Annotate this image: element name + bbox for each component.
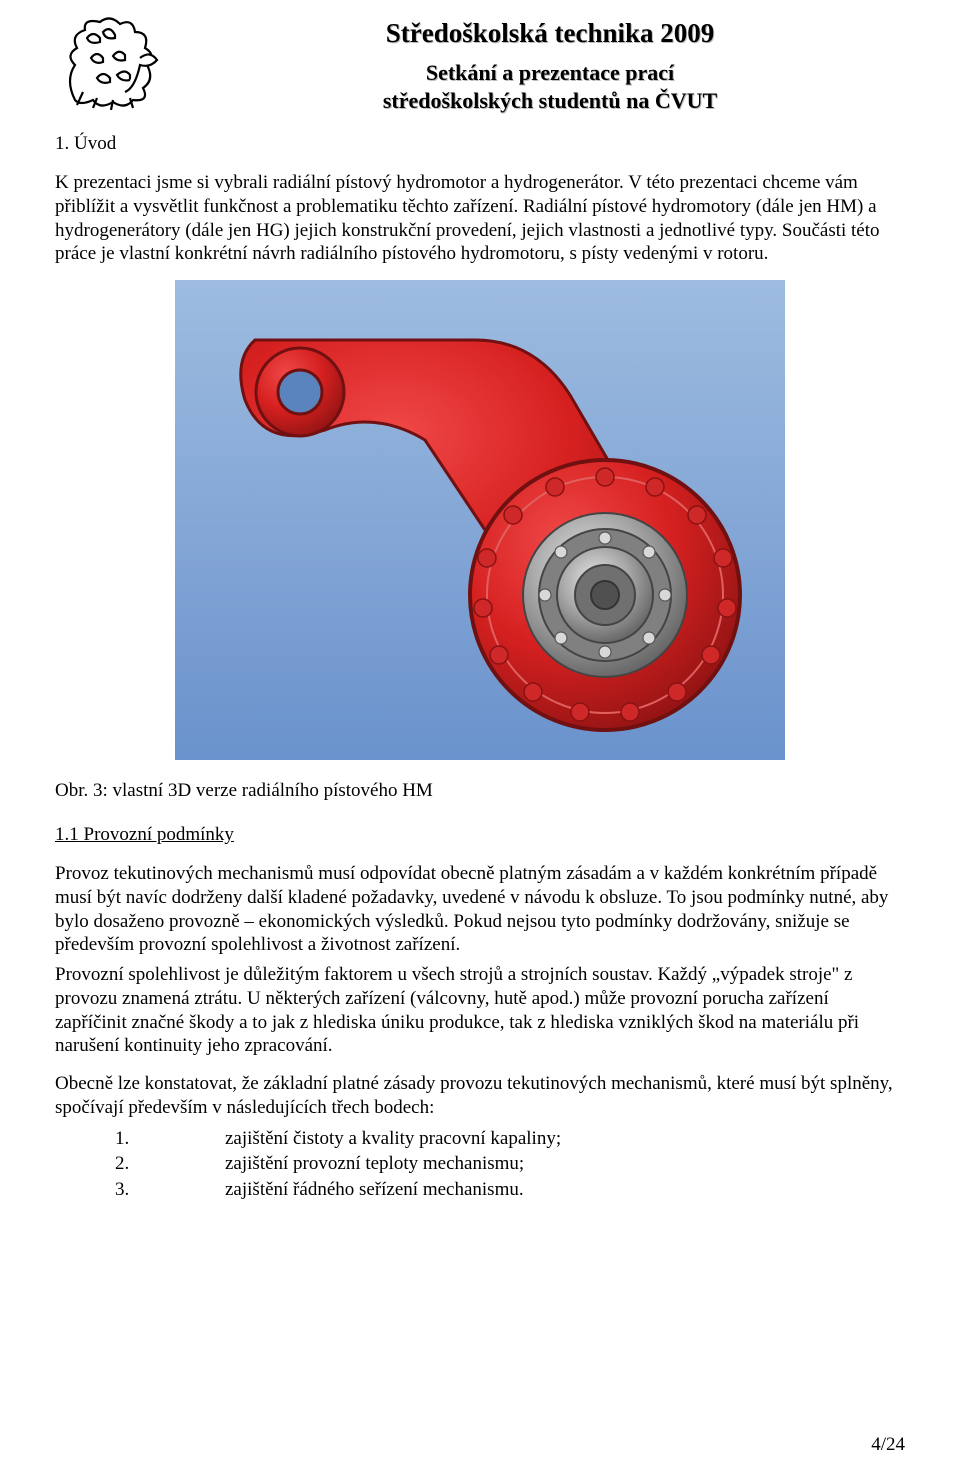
- header-text-block: Středoškolská technika 2009 Setkání a pr…: [195, 10, 905, 114]
- paragraph-intro: K prezentaci jsme si vybrali radiální pí…: [55, 171, 905, 266]
- list-item-text: zajištění řádného seřízení mechanismu.: [225, 1177, 905, 1203]
- subsection-heading: 1.1 Provozní podmínky: [55, 824, 905, 846]
- section-title-text: Úvod: [74, 133, 116, 154]
- list-item: 1. zajištění čistoty a kvality pracovní …: [55, 1126, 905, 1152]
- list-item: 3. zajištění řádného seřízení mechanismu…: [55, 1177, 905, 1203]
- figure-caption: Obr. 3: vlastní 3D verze radiálního píst…: [55, 780, 905, 802]
- list-item-number: 3.: [55, 1177, 225, 1203]
- list-item-number: 2.: [55, 1151, 225, 1177]
- page-number: 4/24: [871, 1434, 905, 1456]
- list-item-text: zajištění provozní teploty mechanismu;: [225, 1151, 905, 1177]
- document-page: Středoškolská technika 2009 Setkání a pr…: [0, 0, 960, 1478]
- list-item-number: 1.: [55, 1126, 225, 1152]
- page-header: Středoškolská technika 2009 Setkání a pr…: [55, 10, 905, 115]
- numbered-list: 1. zajištění čistoty a kvality pracovní …: [55, 1126, 905, 1203]
- header-subtitle: Setkání a prezentace prací středoškolský…: [195, 59, 905, 114]
- logo-lion: [55, 10, 175, 115]
- paragraph-2: Provoz tekutinových mechanismů musí odpo…: [55, 862, 905, 957]
- list-item-text: zajištění čistoty a kvality pracovní kap…: [225, 1126, 905, 1152]
- figure-hydromotor: [175, 280, 785, 760]
- header-title: Středoškolská technika 2009: [195, 18, 905, 49]
- header-subtitle-line1: Setkání a prezentace prací: [426, 60, 674, 85]
- list-item: 2. zajištění provozní teploty mechanismu…: [55, 1151, 905, 1177]
- lion-icon: [55, 10, 175, 110]
- section-heading: 1. Úvod: [55, 133, 905, 155]
- section-number: 1.: [55, 133, 69, 154]
- subsection-number: 1.1: [55, 824, 79, 845]
- subsection-title: Provozní podmínky: [84, 824, 234, 845]
- paragraph-4-intro: Obecně lze konstatovat, že základní plat…: [55, 1072, 905, 1120]
- paragraph-3: Provozní spolehlivost je důležitým fakto…: [55, 963, 905, 1058]
- header-subtitle-line2: středoškolských studentů na ČVUT: [383, 88, 717, 113]
